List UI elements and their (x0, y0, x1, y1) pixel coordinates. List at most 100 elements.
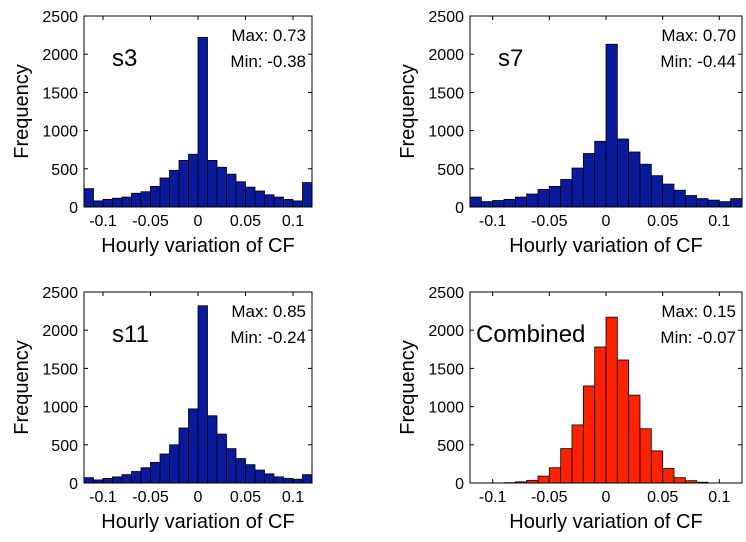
histogram-bar (481, 202, 492, 207)
y-tick-label: 0 (69, 476, 78, 493)
histogram-bar (572, 168, 583, 207)
y-tick-label: 2000 (42, 323, 78, 340)
histogram-bar (640, 164, 651, 207)
histogram-bar (284, 478, 294, 483)
histogram-bar (227, 174, 237, 207)
panel-label: Combined (476, 321, 585, 348)
min-stat: Min: -0.44 (660, 52, 736, 71)
histogram-bar (538, 476, 549, 483)
y-tick-label: 2000 (428, 323, 464, 340)
x-tick-label: 0.05 (647, 213, 678, 230)
y-tick-label: 0 (455, 200, 464, 217)
y-tick-label: 1000 (428, 400, 464, 417)
max-stat: Max: 0.15 (661, 302, 736, 321)
x-tick-label: 0.05 (230, 213, 261, 230)
histogram-bar (572, 425, 583, 483)
histogram-bar (170, 170, 180, 207)
histogram-bar (160, 454, 170, 483)
x-tick-label: 0.05 (647, 489, 678, 506)
y-tick-label: 1500 (42, 361, 78, 378)
histogram-bar (122, 475, 132, 483)
histogram-bar (651, 176, 662, 207)
x-tick-label: 0 (602, 213, 611, 230)
y-tick-label: 2500 (42, 9, 78, 26)
max-stat: Max: 0.73 (231, 26, 306, 45)
x-tick-label: -0.05 (531, 489, 568, 506)
panel-label: s7 (498, 45, 523, 72)
histogram-bar (561, 180, 572, 208)
y-axis-label: Frequency (11, 340, 33, 435)
y-tick-label: 1000 (42, 400, 78, 417)
y-tick-label: 2500 (42, 285, 78, 302)
histogram-bar (160, 178, 170, 207)
histogram-bar (265, 474, 275, 483)
histogram-bar (731, 199, 742, 207)
x-axis-label: Hourly variation of CF (509, 511, 702, 533)
x-tick-label: -0.05 (132, 489, 169, 506)
histogram-bar (141, 192, 151, 207)
histogram-bar (674, 478, 685, 483)
y-axis-label: Frequency (397, 340, 419, 435)
x-tick-label: 0.1 (282, 489, 304, 506)
histogram-bar (255, 191, 265, 207)
y-tick-label: 1500 (428, 85, 464, 102)
x-tick-label: 0 (602, 489, 611, 506)
histogram-bar (527, 194, 538, 207)
min-stat: Min: -0.07 (660, 328, 736, 347)
histogram-bar (640, 429, 651, 483)
x-tick-label: -0.05 (132, 213, 169, 230)
max-stat: Max: 0.85 (231, 302, 306, 321)
histogram-bar (504, 199, 515, 207)
histogram-bar (595, 347, 606, 483)
histogram-bar (274, 477, 284, 483)
min-stat: Min: -0.24 (230, 328, 306, 347)
histogram-bar (708, 200, 719, 207)
y-tick-label: 1000 (42, 124, 78, 141)
histogram-bar (113, 477, 123, 483)
histogram-bar (303, 475, 313, 483)
histogram-bar (170, 445, 180, 483)
histogram-bar (84, 478, 94, 483)
histogram-bar (132, 193, 142, 207)
histogram-bar (208, 160, 218, 207)
histogram-bar (538, 189, 549, 207)
histogram-bar (189, 154, 199, 207)
x-axis-label: Hourly variation of CF (509, 235, 702, 257)
histogram-bar (265, 195, 275, 207)
y-tick-label: 1000 (428, 124, 464, 141)
y-tick-label: 2500 (428, 9, 464, 26)
histogram-bar (132, 472, 142, 483)
histogram-bar (719, 202, 730, 207)
histogram-bar (685, 196, 696, 207)
y-tick-label: 500 (51, 438, 78, 455)
y-tick-label: 500 (437, 162, 464, 179)
y-tick-label: 0 (455, 476, 464, 493)
histogram-bar (84, 189, 94, 207)
histogram-bar (246, 187, 256, 207)
histogram-bar (198, 306, 208, 483)
histogram-bar (663, 184, 674, 207)
y-axis-label: Frequency (11, 64, 33, 159)
histogram-bar (606, 44, 617, 207)
histogram-bar (94, 201, 104, 207)
histogram-bar (103, 199, 113, 207)
histogram-bar (274, 197, 284, 207)
histogram-bar (141, 468, 151, 483)
histogram-bar (697, 199, 708, 207)
histogram-bar (151, 462, 161, 483)
y-axis-label: Frequency (397, 64, 419, 159)
y-tick-label: 500 (437, 438, 464, 455)
histogram-bar (617, 360, 628, 483)
histogram-bar (103, 478, 113, 483)
x-tick-label: -0.1 (89, 213, 117, 230)
histogram-bar (217, 167, 227, 207)
histogram-bar (246, 465, 256, 483)
histogram-bar (595, 141, 606, 207)
histogram-bar (255, 470, 265, 483)
histogram-bar (561, 449, 572, 483)
histogram-bar (651, 451, 662, 483)
histogram-bar (293, 201, 303, 207)
y-tick-label: 2000 (42, 47, 78, 64)
